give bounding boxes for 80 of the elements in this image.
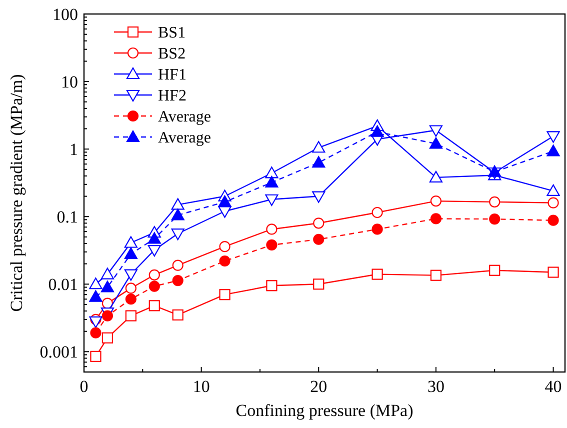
point (430, 195, 442, 207)
point (489, 214, 500, 225)
point (312, 191, 326, 203)
y-tick-label: 0.01 (48, 275, 78, 294)
point (171, 228, 184, 240)
point (148, 300, 160, 312)
point (172, 309, 184, 320)
point (546, 184, 560, 196)
point (429, 170, 442, 182)
point (124, 269, 138, 281)
point (548, 214, 559, 226)
y-tick-label: 0.001 (40, 342, 78, 362)
point (265, 194, 278, 206)
point (430, 270, 442, 281)
point (370, 125, 384, 137)
point (429, 137, 442, 149)
point (489, 264, 500, 276)
point (312, 141, 326, 153)
legend-label: Average (158, 130, 211, 147)
x-tick-label: 40 (544, 377, 562, 396)
y-tick-label: 10 (61, 72, 78, 92)
legend-label: Average (158, 108, 211, 126)
point (125, 282, 136, 294)
x-tick-label: 10 (192, 377, 210, 396)
point (313, 278, 324, 290)
point (148, 244, 161, 257)
y-axis-title: Critical pressure gradient (MPa/m) (7, 74, 26, 312)
point (546, 144, 560, 156)
point (489, 196, 500, 208)
legend-label: BS1 (158, 24, 186, 42)
point (266, 239, 278, 251)
point (89, 316, 102, 328)
point (548, 266, 559, 278)
point (124, 236, 138, 248)
point (148, 269, 160, 280)
point (313, 234, 324, 245)
point (100, 268, 114, 280)
y-tick-label: 1 (70, 140, 78, 160)
point (266, 280, 278, 292)
point (172, 275, 184, 286)
point (171, 198, 184, 210)
point (266, 224, 278, 235)
point (430, 213, 442, 224)
point (124, 247, 138, 259)
point (90, 327, 102, 338)
x-tick-label: 20 (310, 377, 328, 396)
point (219, 241, 230, 252)
legend-label: HF2 (158, 88, 186, 105)
point (90, 350, 102, 362)
point (219, 255, 230, 267)
y-tick-label: 100 (52, 4, 78, 24)
point (172, 260, 184, 271)
point (372, 206, 383, 218)
point (89, 290, 102, 302)
point (265, 176, 278, 188)
point (100, 280, 114, 292)
legend-label: BS2 (158, 46, 186, 63)
point (372, 224, 383, 235)
point (148, 280, 160, 292)
point (171, 208, 184, 220)
point (102, 332, 114, 344)
point (265, 166, 278, 178)
point (89, 278, 102, 290)
x-tick-label: 0 (80, 377, 88, 396)
point (546, 131, 560, 143)
x-tick-label: 30 (427, 377, 444, 396)
point (125, 294, 136, 305)
point (218, 195, 232, 207)
point (429, 125, 442, 137)
point (219, 289, 230, 300)
point (548, 197, 559, 208)
legend-label: HF1 (158, 66, 186, 84)
point (102, 310, 114, 322)
point (312, 156, 326, 168)
x-axis-title: Confining pressure (MPa) (236, 401, 414, 420)
point (148, 232, 161, 244)
point (313, 218, 324, 229)
point (372, 268, 383, 280)
point (125, 310, 136, 322)
y-tick-label: 0.1 (56, 208, 78, 227)
